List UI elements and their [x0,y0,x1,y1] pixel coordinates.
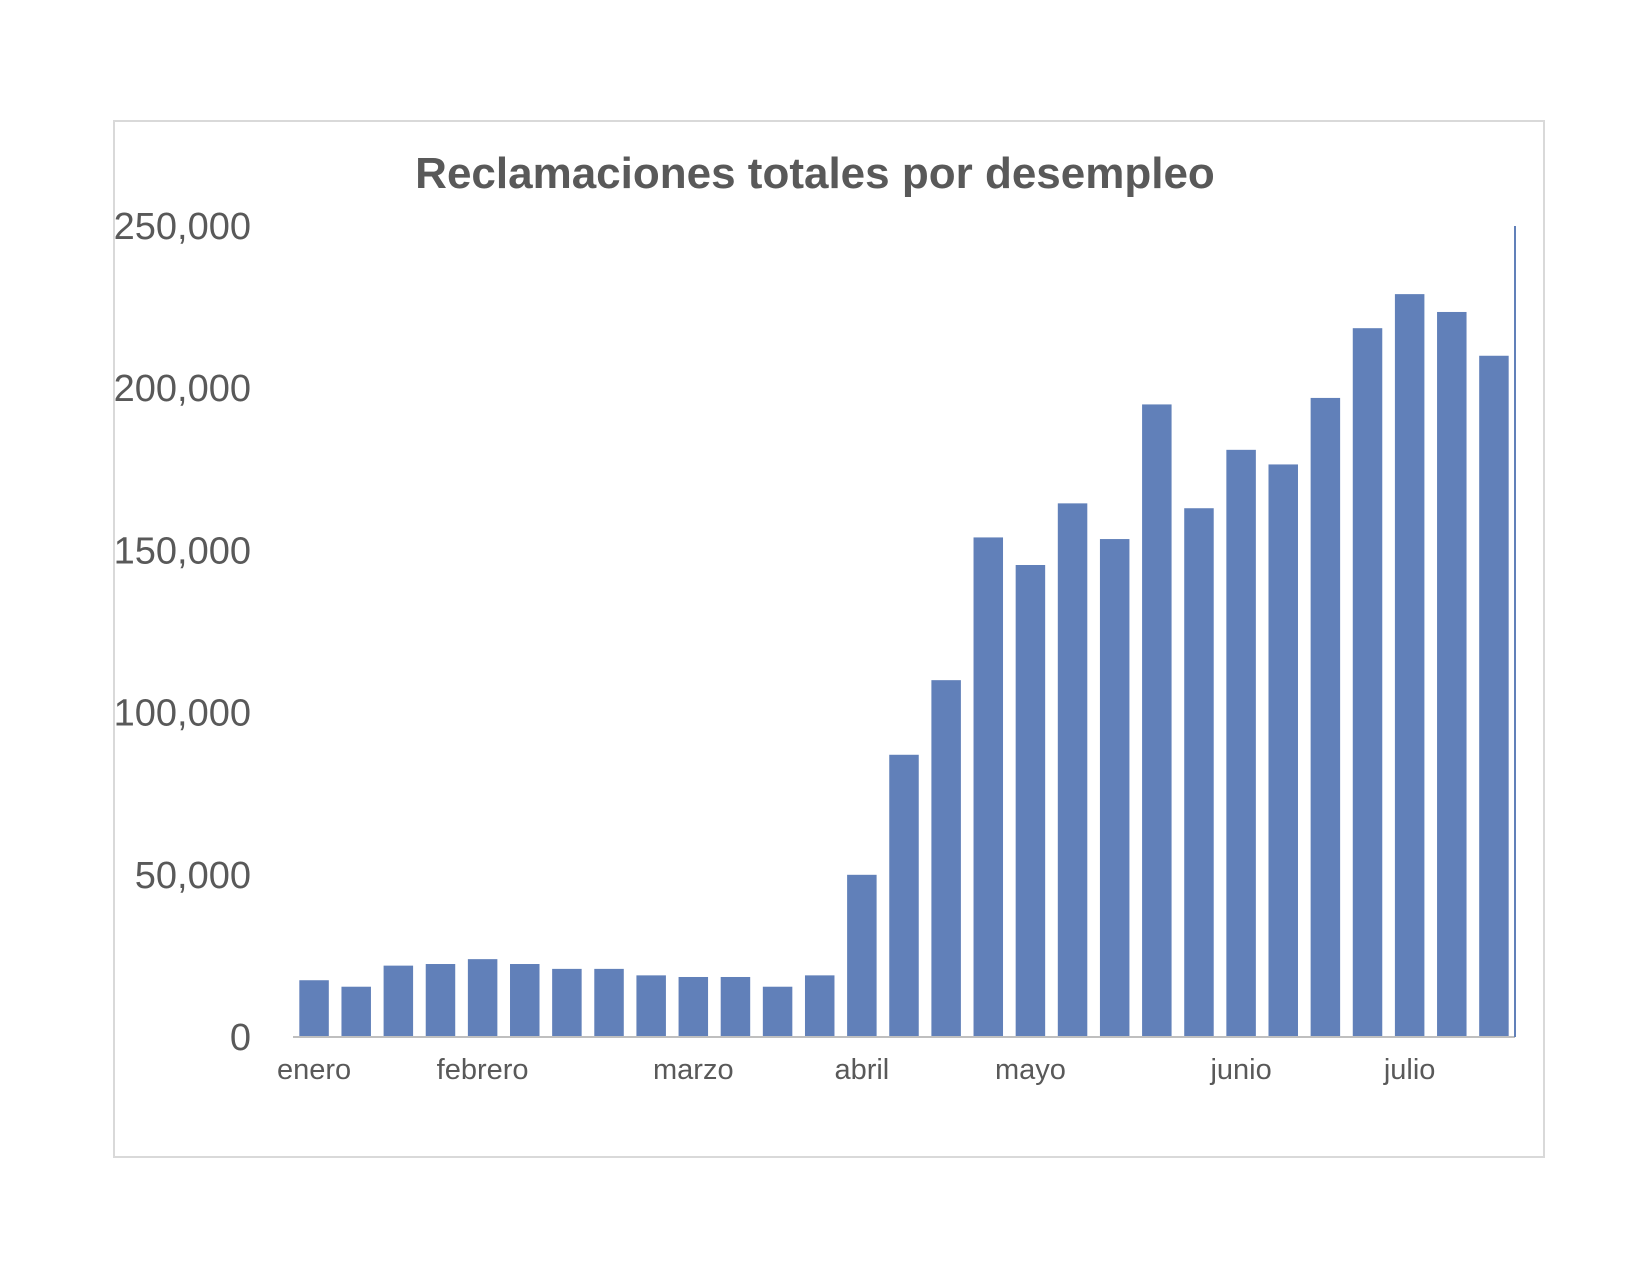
y-tick-label: 0 [230,1017,251,1059]
bar [636,975,666,1037]
x-tick-label: junio [1209,1054,1271,1086]
x-tick-label: julio [1383,1054,1436,1086]
chart-frame: Reclamaciones totales por desempleo 0 50,… [113,120,1545,1158]
bar [720,976,751,1037]
bar [1226,449,1256,1037]
bar [1394,294,1425,1037]
bar [973,537,1004,1037]
bar [1437,311,1467,1037]
bar [1479,355,1509,1037]
bar [594,968,624,1037]
x-tick-label: enero [277,1054,351,1086]
y-tick-label: 100,000 [115,693,251,735]
bar [804,975,835,1037]
bar [1142,404,1172,1037]
x-tick-label: mayo [995,1054,1066,1086]
bar [510,964,540,1037]
bar [1184,508,1214,1037]
bar [889,754,919,1037]
chart-title: Reclamaciones totales por desempleo [415,149,1215,198]
x-tick-label: marzo [653,1054,734,1086]
bar [552,968,582,1037]
x-tick-label: abril [834,1054,889,1086]
bar [1352,328,1383,1037]
y-tick-label: 50,000 [135,855,251,897]
bar [1015,564,1046,1037]
bars [299,294,1509,1038]
bar [1057,503,1088,1037]
y-tick-label: 150,000 [115,530,251,572]
bar [1099,539,1130,1037]
bar [931,680,961,1037]
bar [1268,464,1298,1038]
bar [762,986,793,1037]
bar [383,965,414,1037]
bar [847,874,877,1037]
bar [299,980,329,1037]
y-tick-label: 200,000 [115,368,251,410]
bar [467,959,498,1037]
y-tick-label: 250,000 [115,206,251,248]
bar [425,964,456,1037]
x-tick-label: febrero [437,1054,529,1086]
y-axis-ticks: 0 50,000 100,000 150,000 200,000 250,000 [115,206,251,1059]
bar [1310,397,1341,1037]
bar-chart: Reclamaciones totales por desempleo 0 50,… [115,149,1516,1086]
bar [678,976,709,1037]
x-axis-ticks: enero febrero marzo abril mayo junio julio [277,1054,1435,1086]
bar [341,986,371,1037]
